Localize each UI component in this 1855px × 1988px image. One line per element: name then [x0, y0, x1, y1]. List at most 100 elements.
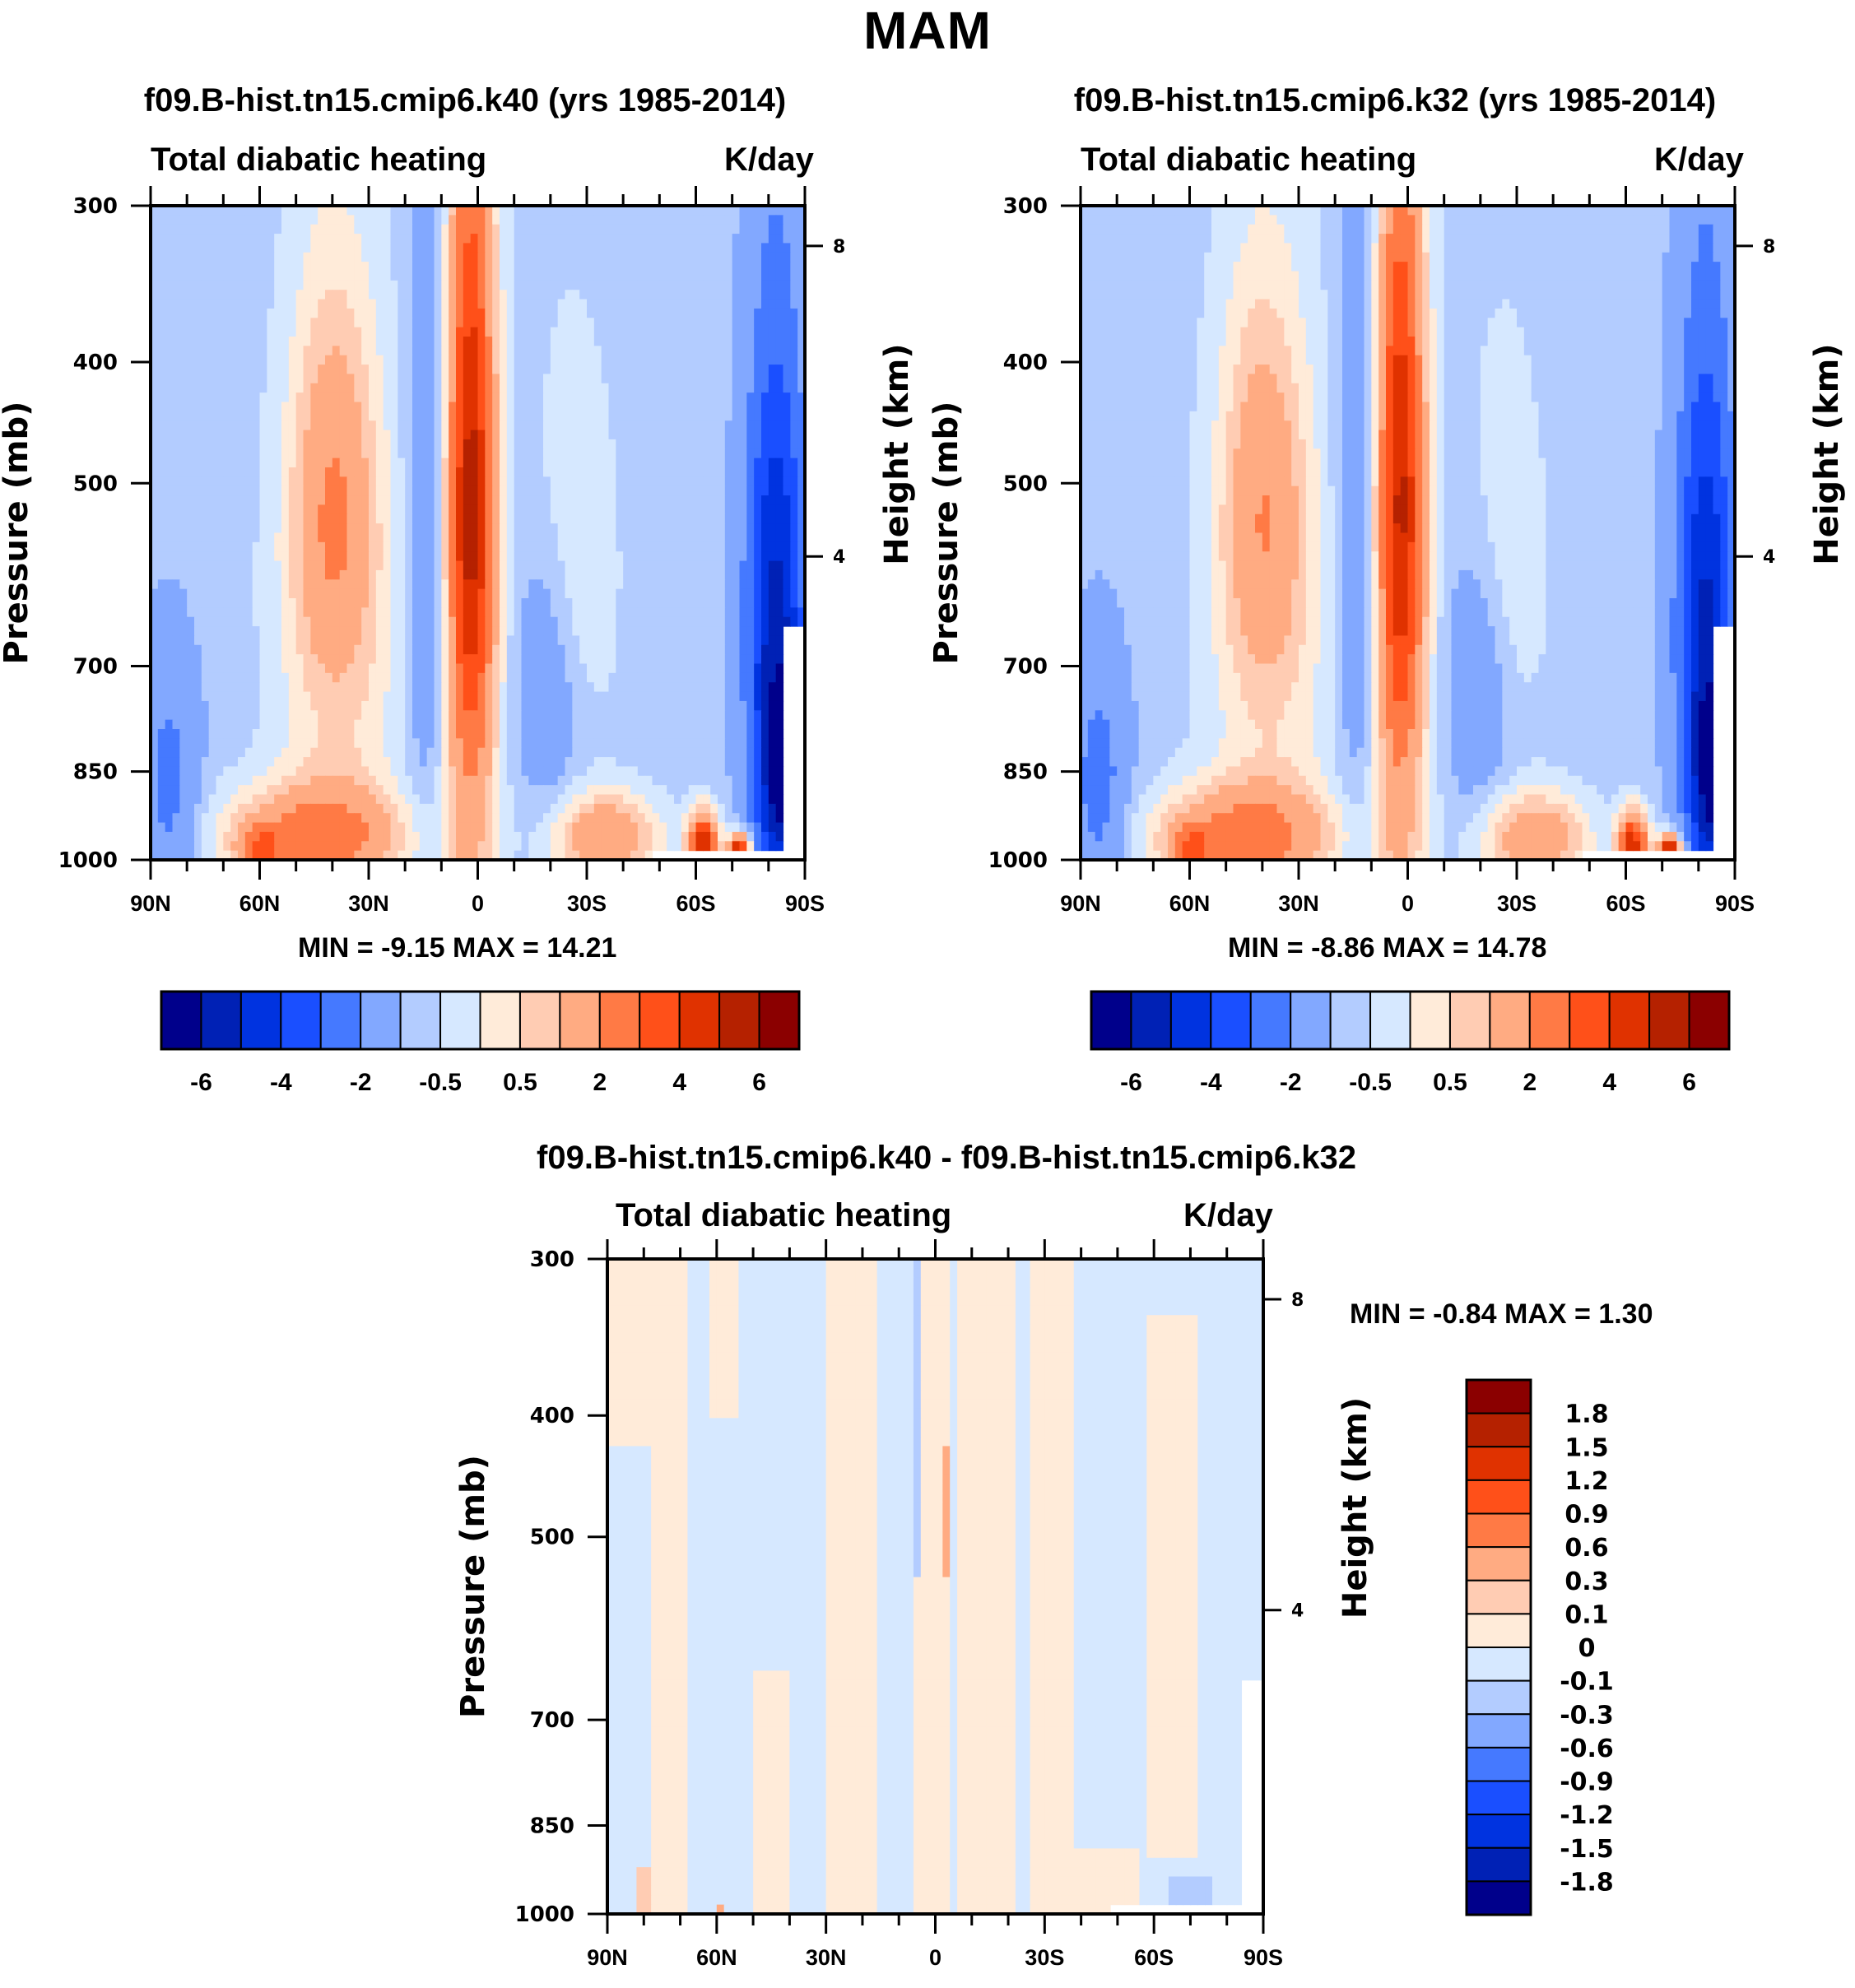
heatmap-cell	[775, 308, 784, 318]
heatmap-cell	[223, 215, 231, 225]
heatmap-cell	[274, 299, 282, 309]
heatmap-cell	[536, 243, 544, 253]
heatmap-cell	[739, 374, 747, 384]
heatmap-cell	[688, 243, 697, 253]
heatmap-cell	[332, 598, 341, 608]
heatmap-cell	[514, 607, 523, 618]
heatmap-cell	[775, 532, 784, 543]
heatmap-cell	[783, 337, 791, 346]
heatmap-cell	[746, 700, 755, 711]
heatmap-cell	[608, 560, 616, 571]
heatmap-cell	[223, 411, 231, 421]
heatmap-cell	[659, 654, 667, 665]
heatmap-cell	[637, 654, 646, 665]
heatmap-cell	[318, 308, 326, 318]
heatmap-cell	[339, 392, 348, 403]
heatmap-cell	[244, 588, 253, 599]
heatmap-cell	[477, 290, 486, 300]
heatmap-cell	[434, 485, 442, 496]
heatmap-cell	[797, 439, 806, 449]
heatmap-cell	[593, 243, 602, 253]
heatmap-cell	[223, 551, 231, 562]
heatmap-cell	[652, 495, 660, 506]
heatmap-cell	[739, 280, 747, 290]
heatmap-cell	[346, 439, 355, 449]
heatmap-cell	[230, 654, 239, 665]
heatmap-cell	[630, 635, 639, 646]
heatmap-cell	[703, 616, 711, 627]
heatmap-cell	[288, 252, 297, 262]
heatmap-cell	[463, 663, 472, 674]
heatmap-cell	[514, 626, 523, 637]
heatmap-cell	[339, 337, 348, 346]
heatmap-cell	[746, 374, 755, 384]
heatmap-cell	[252, 616, 261, 627]
heatmap-cell	[470, 243, 479, 253]
heatmap-cell	[449, 252, 457, 262]
heatmap-cell	[434, 663, 442, 674]
heatmap-cell	[179, 420, 188, 431]
heatmap-cell	[550, 672, 559, 683]
heatmap-cell	[623, 495, 631, 506]
heatmap-cell	[521, 616, 529, 627]
heatmap-cell	[761, 355, 769, 365]
heatmap-cell	[754, 224, 762, 235]
heatmap-cell	[667, 504, 675, 515]
heatmap-cell	[470, 541, 479, 552]
heatmap-cell	[441, 299, 449, 309]
heatmap-cell	[216, 569, 224, 580]
heatmap-cell	[216, 523, 224, 534]
heatmap-cell	[477, 215, 486, 225]
heatmap-cell	[346, 532, 355, 543]
heatmap-cell	[608, 672, 616, 683]
heatmap-cell	[151, 635, 159, 646]
heatmap-cell	[310, 485, 318, 496]
heatmap-cell	[390, 710, 398, 721]
heatmap-cell	[521, 346, 529, 356]
heatmap-cell	[601, 458, 610, 468]
heatmap-cell	[310, 402, 318, 412]
heatmap-cell	[223, 374, 231, 384]
heatmap-cell	[718, 346, 726, 356]
heatmap-cell	[492, 682, 500, 693]
heatmap-cell	[441, 355, 449, 365]
heatmap-cell	[543, 411, 551, 421]
heatmap-cell	[303, 598, 311, 608]
heatmap-cell	[238, 402, 246, 412]
heatmap-cell	[724, 355, 733, 365]
heatmap-cell	[390, 654, 398, 665]
heatmap-cell	[470, 682, 479, 693]
heatmap-cell	[201, 710, 210, 721]
heatmap-cell	[783, 355, 791, 365]
heatmap-cell	[194, 579, 202, 590]
heatmap-cell	[325, 327, 333, 337]
heatmap-cell	[746, 206, 755, 216]
heatmap-cell	[383, 439, 392, 449]
heatmap-cell	[165, 430, 174, 440]
heatmap-cell	[201, 243, 210, 253]
heatmap-cell	[194, 411, 202, 421]
heatmap-cell	[724, 252, 733, 262]
heatmap-cell	[426, 598, 435, 608]
heatmap-cell	[601, 439, 610, 449]
heatmap-cell	[361, 541, 370, 552]
heatmap-cell	[449, 710, 457, 721]
heatmap-cell	[652, 271, 660, 281]
heatmap-cell	[754, 365, 762, 375]
heatmap-cell	[572, 299, 580, 309]
heatmap-cell	[761, 654, 769, 665]
heatmap-cell	[332, 234, 341, 244]
heatmap-cell	[230, 569, 239, 580]
heatmap-cell	[492, 635, 500, 646]
heatmap-cell	[332, 467, 341, 477]
heatmap-cell	[601, 402, 610, 412]
heatmap-cell	[295, 215, 305, 225]
heatmap-cell	[223, 644, 231, 655]
heatmap-cell	[754, 579, 762, 590]
heatmap-cell	[616, 719, 624, 730]
heatmap-cell	[238, 672, 246, 683]
heatmap-cell	[659, 551, 667, 562]
heatmap-cell	[703, 290, 711, 300]
heatmap-cell	[514, 672, 523, 683]
heatmap-cell	[485, 700, 493, 711]
